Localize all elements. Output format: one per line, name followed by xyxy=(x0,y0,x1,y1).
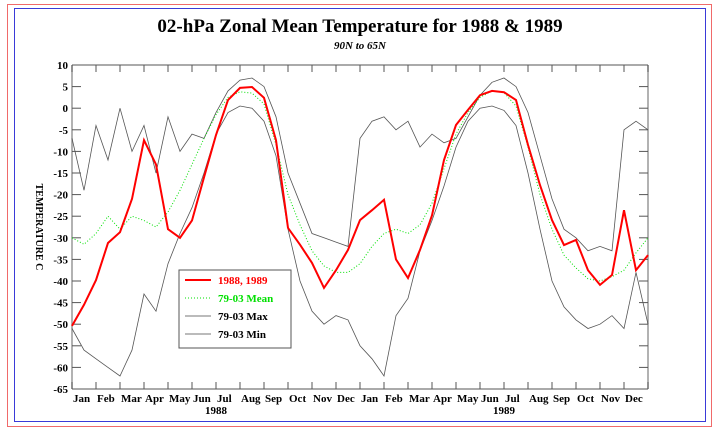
x-tick-label: May xyxy=(169,393,191,405)
x-tick-label: Jul xyxy=(217,393,232,405)
x-tick-label: Jun xyxy=(193,393,211,405)
x-tick-label: Apr xyxy=(433,393,452,405)
legend-label-observed: 1988, 1989 xyxy=(218,275,268,287)
x-tick-label: Jun xyxy=(481,393,499,405)
chart-title: 02-hPa Zonal Mean Temperature for 1988 &… xyxy=(157,16,563,37)
series-line-79-03-min xyxy=(71,105,649,377)
y-tick-label: -50 xyxy=(53,319,68,331)
series-group xyxy=(71,77,649,377)
x-tick-label: May xyxy=(457,393,479,405)
outer-red-frame xyxy=(7,4,712,427)
x-tick-label: Mar xyxy=(409,393,430,405)
series-line-79-03-mean xyxy=(71,90,649,282)
y-axis-label: TEMPERATURE C xyxy=(33,184,44,271)
y-tick-label: -10 xyxy=(53,146,68,158)
x-tick-label: Sep xyxy=(265,393,282,405)
y-tick-label: 0 xyxy=(63,103,69,115)
x-tick-label: Feb xyxy=(97,393,115,405)
legend-label-max: 79-03 Max xyxy=(218,311,268,323)
inner-blue-frame xyxy=(14,8,706,422)
legend-box xyxy=(178,269,292,349)
series-line-1988-1989 xyxy=(71,85,649,327)
x-tick-label: Jan xyxy=(361,393,378,405)
y-tick-label: -30 xyxy=(53,233,68,245)
x-tick-label: Feb xyxy=(385,393,403,405)
x-tick-label: Nov xyxy=(313,393,332,405)
x-tick-label: Jan xyxy=(73,393,90,405)
y-tick-label: 5 xyxy=(63,82,69,94)
x-tick-label: Jul xyxy=(505,393,520,405)
y-tick-label: 10 xyxy=(57,60,69,72)
x-tick-label: Nov xyxy=(601,393,620,405)
y-tick-label: -45 xyxy=(53,298,68,310)
x-tick-label: Dec xyxy=(337,393,355,405)
y-tick-label: -5 xyxy=(59,125,69,137)
y-tick-label: -55 xyxy=(53,341,68,353)
x-tick-label: Oct xyxy=(289,393,306,405)
x-tick-label: Mar xyxy=(121,393,142,405)
x-tick-label: Sep xyxy=(553,393,570,405)
chart-subtitle: 90N to 65N xyxy=(334,40,386,52)
x-tick-label: Oct xyxy=(577,393,594,405)
series-line-79-03-max xyxy=(71,77,649,252)
x-tick-label: Aug xyxy=(529,393,549,405)
y-tick-label: -40 xyxy=(53,276,68,288)
legend-label-mean: 79-03 Mean xyxy=(218,293,273,305)
year-label: 1989 xyxy=(493,405,516,417)
y-tick-label: -20 xyxy=(53,190,68,202)
legend: 1988, 1989 79-03 Mean 79-03 Max 79-03 Mi… xyxy=(178,269,292,349)
year-label: 1988 xyxy=(205,405,228,417)
y-tick-label: -65 xyxy=(53,384,68,396)
y-tick-label: -25 xyxy=(53,211,68,223)
axes: 10 5 0 -5 -10 -15 -20 -25 -30 -35 -40 -45 -50 -55 -60 -… xyxy=(33,60,649,417)
y-tick-label: -35 xyxy=(53,254,68,266)
y-tick-label: -60 xyxy=(53,362,68,374)
x-tick-label: Aug xyxy=(241,393,261,405)
x-tick-label: Apr xyxy=(145,393,164,405)
legend-label-min: 79-03 Min xyxy=(218,329,266,341)
y-tick-label: -15 xyxy=(53,168,68,180)
x-tick-label: Dec xyxy=(625,393,643,405)
